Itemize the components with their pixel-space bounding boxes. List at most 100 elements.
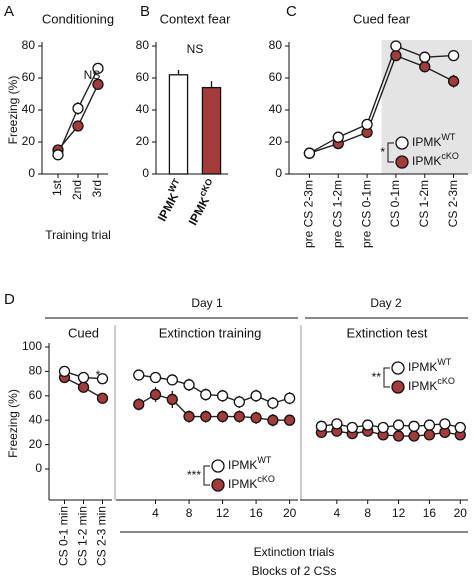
data-point: [96, 392, 109, 404]
y-tick-label: 80: [22, 38, 36, 52]
y-tick-label: 0: [35, 461, 42, 475]
y-tick-label: 60: [29, 388, 43, 402]
annotation: NS: [84, 68, 101, 82]
x-tick-label: CS 0-1 min: [57, 506, 71, 566]
x-tick-label: 1st: [50, 179, 64, 196]
legend-label: IPMKcKO: [408, 376, 455, 393]
x-tick-label: CS 0-1m: [388, 180, 402, 227]
chart-title: Extinction training: [159, 325, 262, 340]
x-axis-sublabel: Blocks of 2 CSs: [252, 564, 337, 578]
data-point: [52, 149, 64, 161]
data-point: [332, 131, 344, 143]
data-point: [72, 120, 84, 132]
panel-label: A: [4, 3, 14, 20]
x-tick-label-sup: cKO: [197, 177, 215, 198]
data-point: [233, 396, 245, 408]
series-line: [138, 393, 290, 421]
y-tick-label: 80: [269, 38, 283, 52]
data-point: [346, 421, 358, 434]
data-point: [92, 62, 104, 75]
x-tick-label: CS 2-3m: [446, 180, 460, 227]
chart-title: Extinction test: [347, 325, 428, 340]
legend-label-base: IPMK: [408, 379, 437, 393]
data-point: [216, 410, 229, 423]
data-point: [439, 418, 451, 430]
y-axis-label: Freezing (%): [6, 389, 20, 458]
x-tick-label: pre CS 2-3m: [302, 180, 316, 248]
x-tick-label: IPMKWT: [152, 177, 188, 224]
data-point: [423, 429, 436, 441]
legend-label-sup: cKO: [437, 376, 455, 386]
chart-title: Conditioning: [42, 11, 114, 26]
data-point: [392, 419, 405, 431]
panel-label: B: [140, 3, 150, 20]
data-point: [250, 412, 262, 424]
y-tick-label: 80: [29, 364, 43, 378]
x-tick-label: CS 2-3 min: [95, 506, 109, 566]
x-tick-label: pre CS 0-1m: [359, 180, 373, 248]
legend-label: IPMKWT: [412, 132, 456, 149]
x-tick-label: CS 1-2m: [417, 180, 431, 227]
y-tick-label: 40: [29, 412, 43, 426]
y-tick-label: 40: [136, 102, 150, 116]
data-point: [408, 430, 420, 442]
y-tick-label: 100: [22, 339, 42, 353]
data-point: [166, 393, 178, 406]
x-tick-label-base: IPMK: [186, 194, 213, 227]
data-point: [423, 419, 436, 431]
data-point: [362, 419, 374, 431]
x-tick-label: 8: [364, 506, 371, 520]
data-point: [183, 410, 195, 423]
legend-marker: [395, 136, 409, 150]
legend-label: IPMKcKO: [228, 474, 275, 491]
x-tick-label: 12: [392, 506, 406, 520]
data-point: [77, 371, 90, 384]
legend-label-base: IPMK: [412, 135, 441, 149]
series-line: [138, 374, 290, 404]
y-tick-label: 0: [28, 166, 35, 180]
annotation: *: [380, 145, 385, 159]
legend-label: IPMKWT: [228, 455, 272, 472]
x-tick-label: 20: [454, 506, 468, 520]
y-tick-label: 80: [136, 38, 150, 52]
legend-label-sup: WT: [441, 132, 455, 142]
legend-label-sup: cKO: [441, 151, 459, 161]
x-tick-label-sup: WT: [167, 177, 183, 194]
data-point: [92, 78, 104, 91]
x-tick-label: 20: [283, 506, 297, 520]
bar: [201, 86, 222, 175]
y-tick-label: 20: [136, 134, 150, 148]
legend-label-base: IPMK: [412, 154, 441, 168]
y-tick-label: 0: [142, 166, 149, 180]
data-point: [419, 51, 431, 63]
data-point: [250, 390, 262, 402]
series-line: [321, 430, 461, 437]
data-point: [283, 414, 296, 426]
y-tick-label: 20: [22, 134, 36, 148]
day-header: Day 2: [370, 296, 402, 310]
legend-label-base: IPMK: [408, 360, 437, 374]
annotation: ***: [187, 468, 201, 482]
data-point: [58, 365, 71, 378]
data-point: [200, 388, 212, 401]
legend-marker: [395, 155, 409, 169]
data-point: [267, 414, 279, 426]
bracket: [383, 367, 390, 388]
y-tick-label: 60: [22, 70, 36, 84]
data-point: [361, 118, 373, 131]
data-point: [447, 49, 460, 62]
data-point: [133, 398, 145, 410]
annotation: NS: [187, 42, 204, 56]
legend-marker: [391, 361, 405, 375]
data-point: [96, 373, 109, 385]
x-axis-label: Extinction trials: [254, 545, 335, 559]
y-tick-label: 20: [29, 437, 43, 451]
y-axis-label: Freezing (%): [6, 76, 20, 145]
data-point: [390, 49, 402, 62]
data-point: [183, 379, 195, 391]
x-axis-label: Training trial: [45, 228, 111, 242]
x-tick-label: IPMKcKO: [183, 177, 221, 228]
legend-label-sup: cKO: [257, 474, 275, 484]
x-tick-label-base: IPMK: [155, 190, 182, 223]
legend-label: IPMKcKO: [412, 151, 459, 168]
